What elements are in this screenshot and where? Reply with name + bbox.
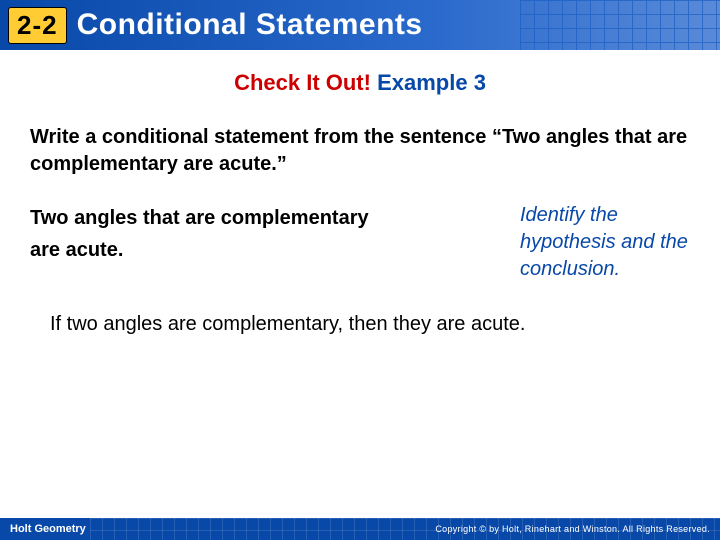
footer-brand: Holt Geometry xyxy=(10,523,86,535)
footer-copyright: Copyright © by Holt, Rinehart and Winsto… xyxy=(435,524,710,534)
slide-header: 2-2 Conditional Statements xyxy=(0,0,720,50)
work-note: Identify the hypothesis and the conclusi… xyxy=(512,202,690,283)
subtitle-red: Check It Out! xyxy=(234,70,371,95)
answer-text: If two angles are complementary, then th… xyxy=(50,311,690,338)
slide-footer: Holt Geometry Copyright © by Holt, Rineh… xyxy=(0,518,720,540)
work-row: Two angles that are complementary are ac… xyxy=(30,202,690,283)
header-title: Conditional Statements xyxy=(77,8,423,42)
work-left: Two angles that are complementary are ac… xyxy=(30,202,512,266)
subtitle-blue: Example 3 xyxy=(377,70,486,95)
subtitle: Check It Out! Example 3 xyxy=(0,70,720,96)
work-line2: are acute. xyxy=(30,234,512,266)
section-badge: 2-2 xyxy=(8,7,67,44)
prompt-text: Write a conditional statement from the s… xyxy=(30,124,690,178)
work-line1: Two angles that are complementary xyxy=(30,202,512,234)
content-area: Write a conditional statement from the s… xyxy=(0,96,720,338)
header-grid-decoration xyxy=(520,0,720,50)
